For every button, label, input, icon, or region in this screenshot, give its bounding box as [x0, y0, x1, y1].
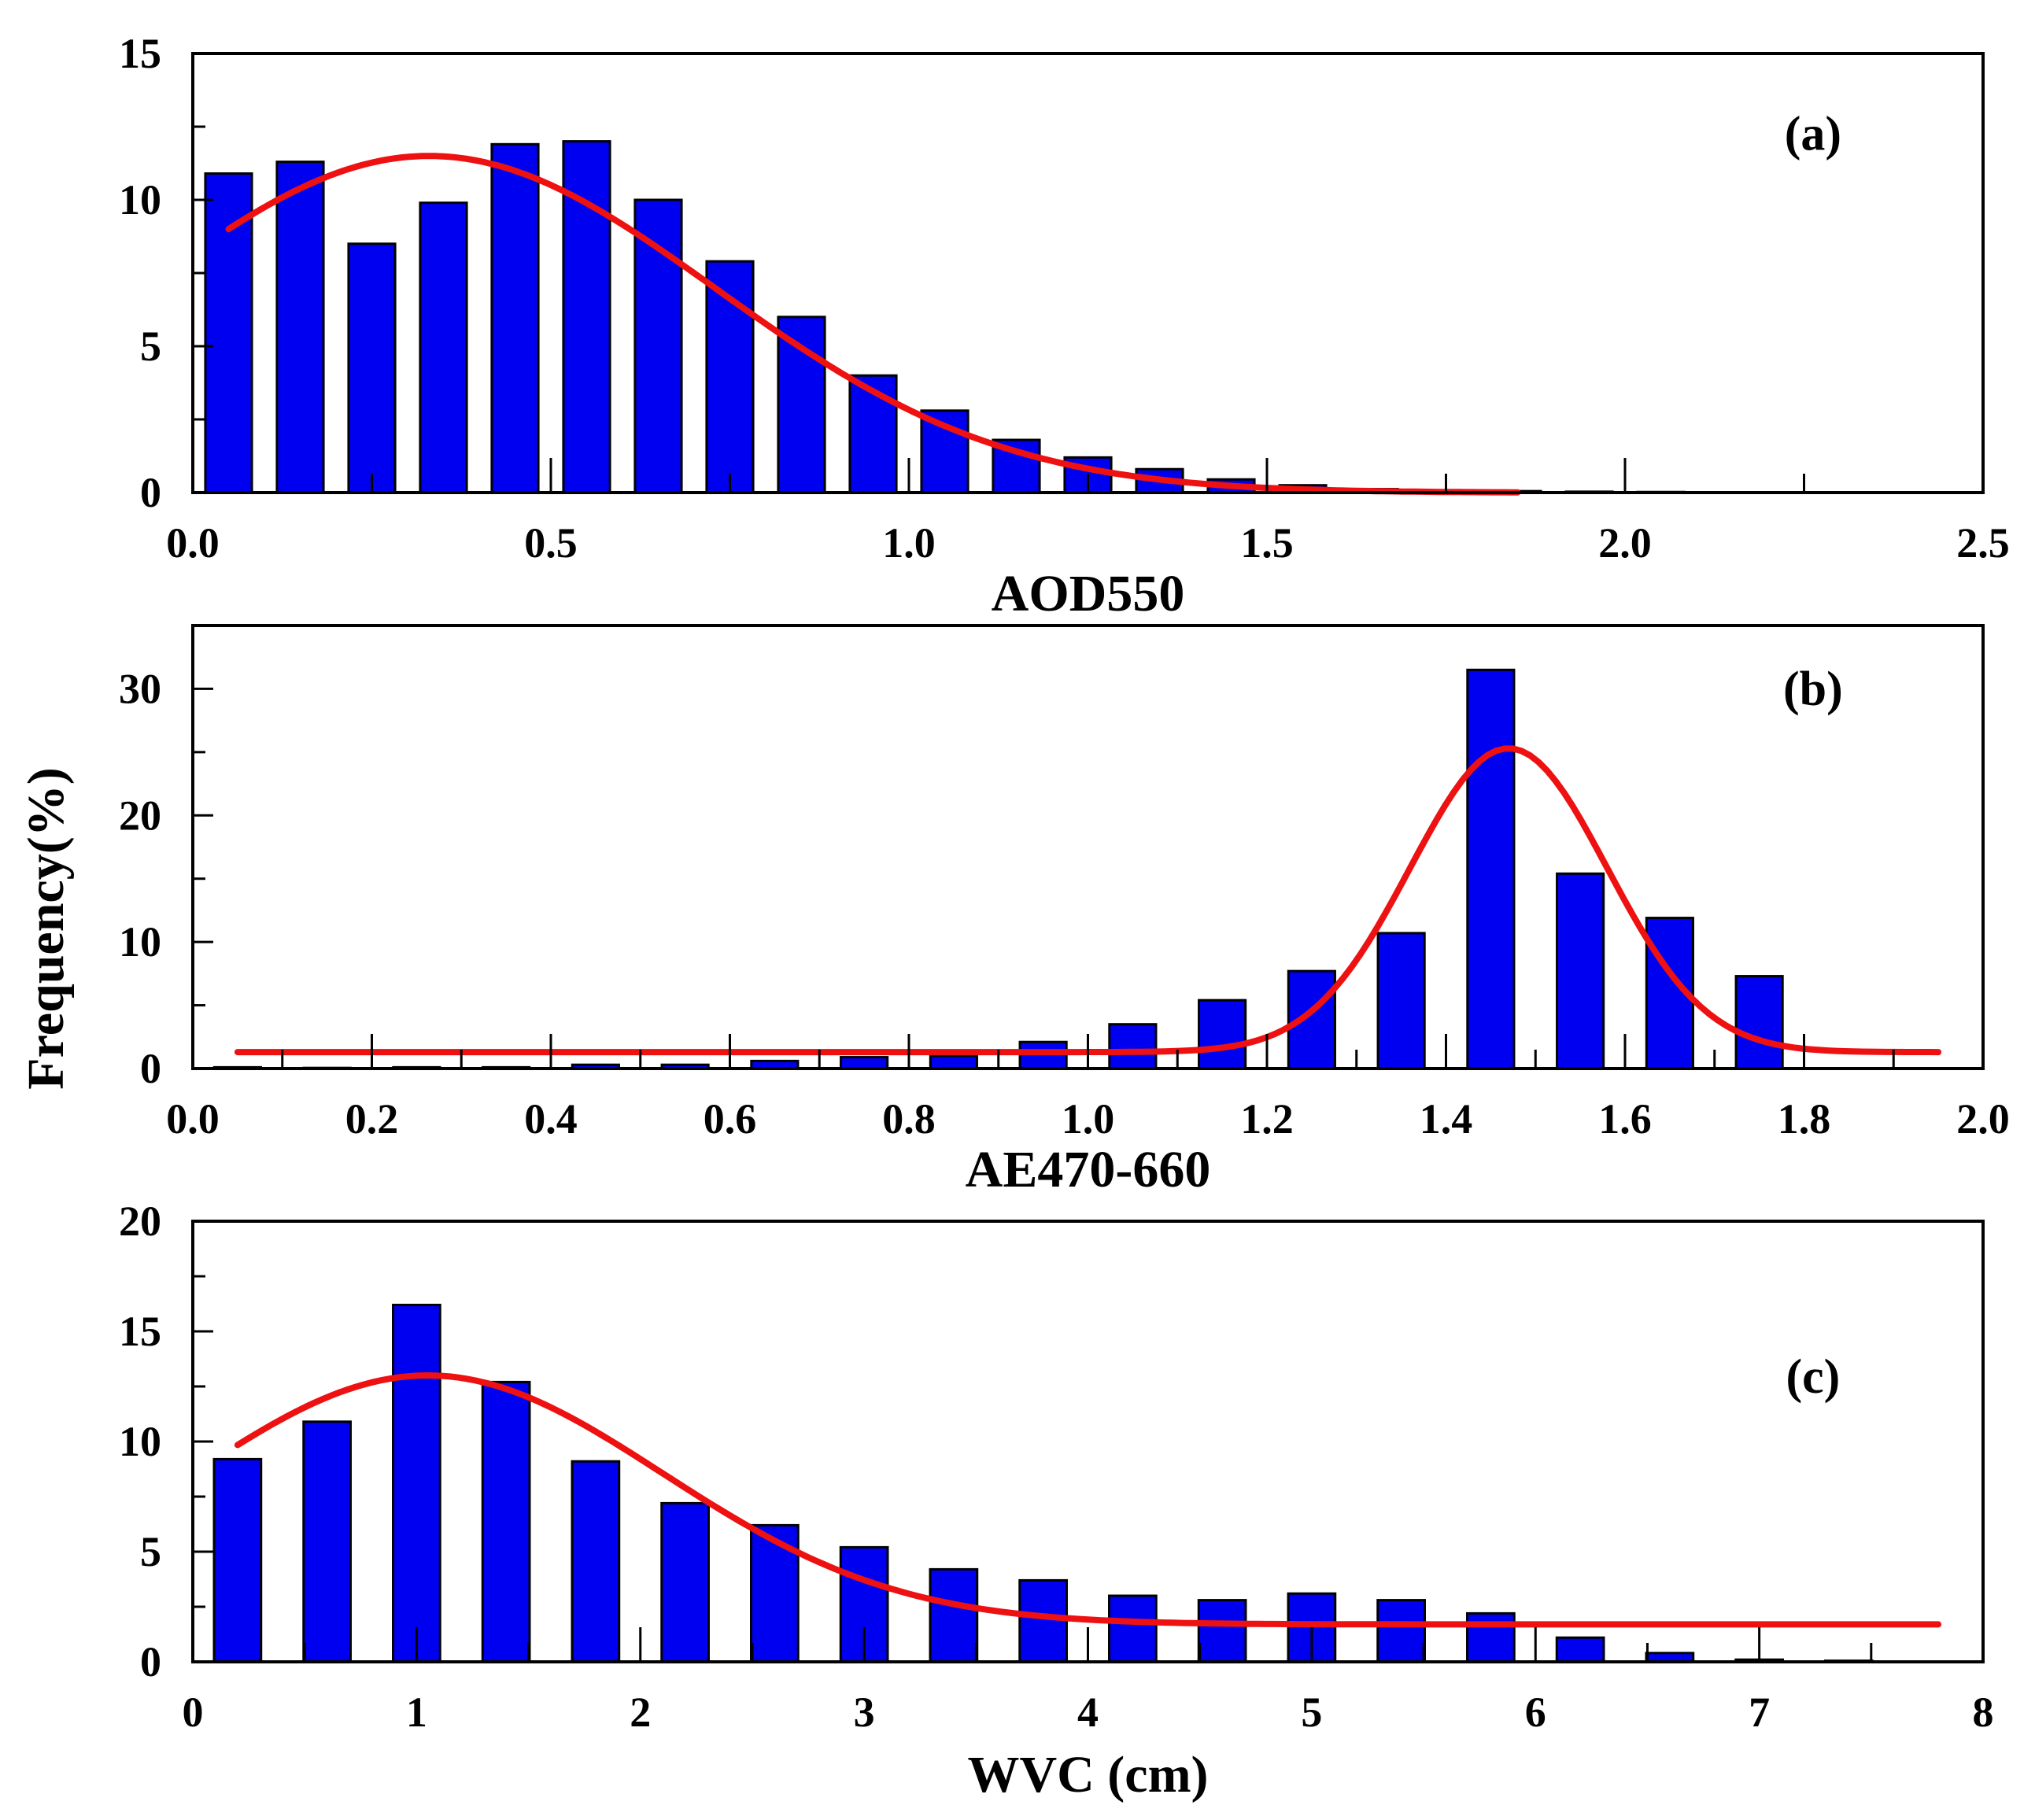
panel-b-x-tick-label-8: 1.6: [1598, 1095, 1652, 1143]
panel-b-bar-10: [1108, 1023, 1158, 1070]
panel-a-y-tick-label-0: 0: [140, 469, 161, 516]
panel-c-bar-10: [1108, 1594, 1158, 1663]
panel-a-x-tick-label-3: 1.5: [1240, 519, 1294, 567]
panel-b-x-tick-label-10: 2.0: [1956, 1095, 2010, 1143]
panel-c-label: (c): [1786, 1350, 1840, 1404]
panel-b-x-tick-label-3: 0.6: [704, 1095, 757, 1143]
panel-c-bar-15: [1555, 1636, 1605, 1663]
panel-b-bar-8: [929, 1054, 978, 1070]
panel-c-bar-2: [392, 1303, 441, 1663]
panel-b-x-tick-label-2: 0.4: [524, 1095, 578, 1143]
panel-b-bar-17: [1734, 975, 1784, 1070]
panel-a-bar-6: [633, 198, 683, 494]
panel-c-y-tick-label-1: 5: [140, 1528, 161, 1575]
panel-a-bar-4: [490, 142, 540, 494]
panel-b: 0.0 0.2 0.4 0.6 0.8 1.0 1.2 1.4 1.6 1.8 2.0 0 10 20 30…: [119, 624, 2010, 1198]
panel-c-y-tick-label-3: 15: [119, 1308, 161, 1355]
panel-a-x-tick-label-5: 2.5: [1956, 519, 2010, 567]
panel-b-plot-frame: [191, 624, 1985, 1070]
panel-a-y-tick-label-1: 5: [140, 323, 161, 370]
panel-c-bar-11: [1197, 1599, 1247, 1663]
panel-c-fit-curve: [234, 1372, 1942, 1628]
panel-b-bars: [212, 668, 1784, 1070]
panel-a-x-tick-label-0: 0.0: [166, 519, 220, 567]
panel-b-tick-labels: 0.0 0.2 0.4 0.6 0.8 1.0 1.2 1.4 1.6 1.8 2.0 0 10 20 30: [119, 665, 2010, 1143]
panel-a-y-tick-label-3: 15: [119, 30, 161, 77]
panel-a-x-tick-label-1: 0.5: [524, 519, 578, 567]
panel-c-x-axis-title: WVC (cm): [967, 1746, 1208, 1803]
panel-c-bar-5: [660, 1501, 710, 1663]
panel-b-x-tick-label-7: 1.4: [1420, 1095, 1473, 1143]
panel-b-y-tick-label-3: 30: [119, 665, 161, 712]
panel-c-bar-0: [212, 1457, 263, 1663]
panel-b-bar-14: [1466, 668, 1516, 1070]
panel-c-tick-labels: 0 1 2 3 4 5 6 7 8 0 5 10 15 20: [119, 1198, 1994, 1736]
panel-a-bar-1: [275, 161, 325, 494]
panel-a-label: (a): [1785, 107, 1841, 161]
panel-a-x-tick-label-4: 2.0: [1598, 519, 1652, 567]
panel-b-bar-11: [1198, 999, 1247, 1070]
panel-b-bar-7: [840, 1056, 889, 1070]
panel-b-bar-9: [1018, 1040, 1068, 1070]
panel-c-bar-14: [1466, 1611, 1516, 1663]
panel-b-y-tick-label-1: 10: [119, 918, 161, 965]
panel-a-y-tick-label-2: 10: [119, 176, 161, 223]
panel-c-bar-1: [302, 1420, 352, 1663]
panel-c-x-tick-label-8: 8: [1973, 1689, 1994, 1736]
panel-c-y-tick-label-2: 10: [119, 1418, 161, 1465]
panel-c-bar-9: [1018, 1578, 1068, 1663]
panel-a-x-tick-label-2: 1.0: [882, 519, 936, 567]
panel-c: 0 1 2 3 4 5 6 7 8 0 5 10 15 20 (c) WVC (cm): [119, 1198, 1994, 1803]
panel-c-x-tick-label-2: 2: [630, 1689, 651, 1736]
panel-b-x-tick-label-1: 0.2: [345, 1095, 399, 1143]
panel-c-x-tick-label-4: 4: [1077, 1689, 1099, 1736]
panel-c-bar-8: [929, 1567, 979, 1663]
panel-a-tick-labels: 0.0 0.5 1.0 1.5 2.0 2.5 0 5 10 15: [119, 30, 2010, 567]
panel-a-x-axis-title: AOD550: [992, 565, 1185, 622]
panel-a-bar-9: [848, 374, 898, 494]
panel-a: 0.0 0.5 1.0 1.5 2.0 2.5 0 5 10 15 (a) AOD550: [119, 30, 2010, 622]
panel-c-bar-13: [1376, 1599, 1426, 1663]
panel-c-plot-frame: [191, 1220, 1985, 1663]
panel-c-x-tick-label-6: 6: [1525, 1689, 1546, 1736]
panel-a-bar-3: [419, 201, 468, 494]
panel-c-y-tick-label-0: 0: [140, 1638, 161, 1685]
panel-b-x-tick-label-6: 1.2: [1240, 1095, 1294, 1143]
panel-c-bar-4: [571, 1460, 621, 1663]
panel-a-bars: [204, 140, 1829, 494]
panel-b-y-tick-label-0: 0: [140, 1045, 161, 1092]
panel-c-bar-3: [481, 1380, 531, 1663]
panel-b-bar-13: [1376, 932, 1426, 1070]
panel-c-y-tick-label-4: 20: [119, 1198, 161, 1245]
panel-c-ticks: [191, 1220, 1985, 1663]
panel-b-x-tick-label-0: 0.0: [166, 1095, 220, 1143]
panel-a-ticks: [191, 52, 1985, 494]
panel-c-x-tick-label-7: 7: [1749, 1689, 1770, 1736]
panel-b-ticks: [191, 687, 1985, 1070]
panel-c-x-tick-label-1: 1: [406, 1689, 427, 1736]
panel-b-y-tick-label-2: 20: [119, 792, 161, 839]
panel-b-x-tick-label-9: 1.8: [1778, 1095, 1831, 1143]
panel-b-label: (b): [1783, 663, 1843, 716]
panel-b-x-tick-label-4: 0.8: [882, 1095, 936, 1143]
panel-c-bars: [212, 1303, 1874, 1663]
panel-a-bar-2: [347, 242, 397, 494]
panel-b-x-tick-label-5: 1.0: [1062, 1095, 1115, 1143]
y-axis-title: Frequency(%): [17, 767, 75, 1089]
panel-b-bar-15: [1556, 872, 1605, 1070]
panel-b-x-axis-title: AE470-660: [966, 1141, 1211, 1198]
panel-c-x-tick-label-5: 5: [1301, 1689, 1322, 1736]
panel-c-x-tick-label-0: 0: [183, 1689, 204, 1736]
panel-a-bar-8: [777, 316, 826, 494]
panel-a-fit-curve: [225, 153, 1521, 496]
panel-c-x-tick-label-3: 3: [854, 1689, 875, 1736]
